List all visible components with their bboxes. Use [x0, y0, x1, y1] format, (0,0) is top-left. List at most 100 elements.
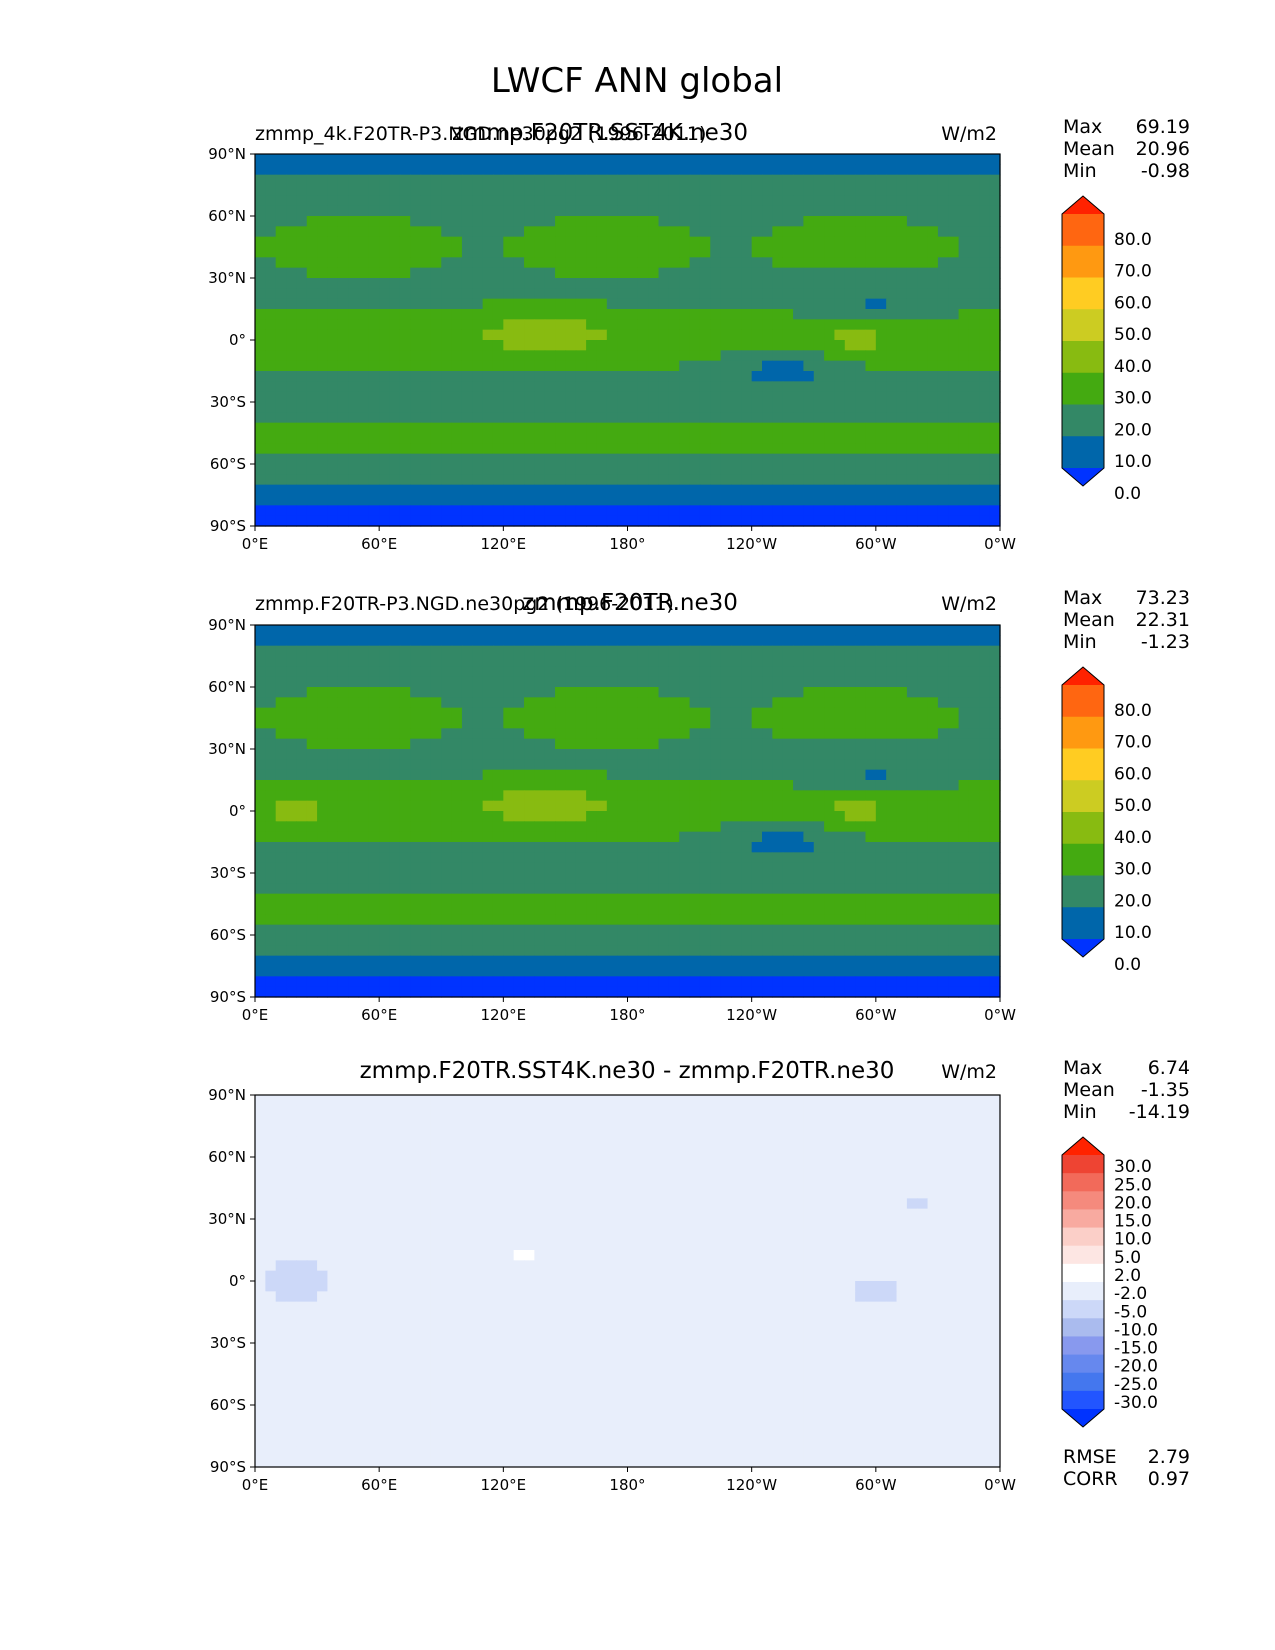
- map-cell: [348, 883, 360, 895]
- map-cell: [606, 738, 618, 750]
- map-cell: [710, 226, 722, 238]
- map-cell: [741, 464, 753, 475]
- map-cell: [710, 329, 722, 341]
- map-cell: [751, 402, 763, 413]
- map-cell: [762, 174, 773, 186]
- map-cell: [482, 515, 494, 527]
- map-cell: [337, 174, 349, 186]
- map-cell: [762, 505, 773, 517]
- map-cell: [803, 842, 815, 853]
- map-cell: [555, 329, 567, 341]
- map-cell: [896, 893, 908, 905]
- map-cell: [472, 464, 484, 475]
- map-cell: [286, 769, 297, 781]
- map-cell: [389, 267, 401, 279]
- map-cell: [730, 780, 742, 791]
- map-cell: [865, 935, 877, 946]
- map-cell: [679, 893, 691, 905]
- map-cell: [979, 381, 991, 393]
- map-cell: [741, 718, 753, 729]
- map-cell: [772, 904, 784, 915]
- map-cell: [586, 666, 598, 678]
- map-cell: [410, 883, 422, 895]
- map-cell: [420, 625, 432, 636]
- map-cell: [327, 862, 339, 874]
- map-cell: [679, 484, 691, 496]
- map-cell: [989, 924, 1001, 936]
- map-cell: [368, 645, 380, 657]
- map-cell: [575, 371, 587, 382]
- map-cell: [544, 955, 556, 967]
- map-cell: [317, 174, 329, 186]
- map-cell: [989, 371, 1001, 382]
- map-cell: [317, 391, 329, 403]
- map-cell: [762, 800, 773, 812]
- map-cell: [524, 350, 535, 362]
- map-cell: [275, 811, 287, 822]
- map-cell: [689, 924, 701, 936]
- map-cell: [472, 914, 484, 926]
- map-cell: [358, 257, 370, 269]
- map-cell: [710, 635, 722, 647]
- map-cell: [803, 625, 815, 636]
- map-cell: [948, 625, 960, 636]
- map-cell: [937, 924, 949, 936]
- map-cell: [524, 852, 535, 864]
- map-cell: [399, 687, 411, 698]
- map-cell: [803, 391, 815, 403]
- map-cell: [482, 236, 494, 248]
- map-cell: [927, 728, 939, 740]
- map-cell: [730, 236, 742, 248]
- map-cell: [606, 350, 618, 362]
- map-cell: [399, 635, 411, 647]
- map-cell: [430, 174, 442, 186]
- map-cell: [368, 257, 380, 269]
- map-cell: [741, 790, 753, 802]
- map-cell: [617, 453, 629, 465]
- map-cell: [555, 174, 567, 186]
- map-cell: [296, 707, 308, 719]
- map-cell: [472, 412, 484, 424]
- map-cell: [420, 515, 432, 527]
- map-cell: [782, 195, 794, 207]
- map-cell: [617, 185, 629, 196]
- map-cell: [389, 257, 401, 269]
- map-cell: [337, 474, 349, 486]
- map-cell: [337, 800, 349, 812]
- map-cell: [648, 236, 660, 248]
- stat-value: -0.98: [1141, 160, 1190, 182]
- map-cell: [534, 831, 546, 843]
- map-cell: [358, 759, 370, 771]
- map-cell: [793, 645, 805, 657]
- map-cell: [906, 340, 918, 351]
- map-cell: [399, 759, 411, 771]
- map-cell: [420, 955, 432, 967]
- map-cell: [565, 495, 577, 506]
- map-cell: [596, 718, 608, 729]
- map-cell: [296, 676, 308, 688]
- map-cell: [451, 309, 463, 320]
- map-cell: [741, 811, 753, 822]
- map-cell: [741, 205, 753, 217]
- map-cell: [544, 707, 556, 719]
- map-cell: [555, 381, 567, 393]
- map-cell: [844, 625, 856, 636]
- map-cell: [855, 515, 867, 527]
- map-cell: [855, 718, 867, 729]
- map-cell: [834, 821, 846, 833]
- map-cell: [958, 852, 970, 864]
- map-cell: [989, 247, 1001, 258]
- map-cell: [534, 914, 546, 926]
- map-cell: [410, 811, 422, 822]
- map-cell: [813, 402, 825, 413]
- map-cell: [637, 164, 649, 176]
- map-cell: [855, 402, 867, 413]
- map-cell: [679, 164, 691, 176]
- map-cell: [555, 738, 567, 750]
- map-cell: [699, 453, 711, 465]
- map-cell: [524, 247, 535, 258]
- map-cell: [948, 687, 960, 698]
- colorbar-label: 60.0: [1114, 293, 1152, 313]
- map-cell: [741, 216, 753, 227]
- map-cell: [824, 800, 836, 812]
